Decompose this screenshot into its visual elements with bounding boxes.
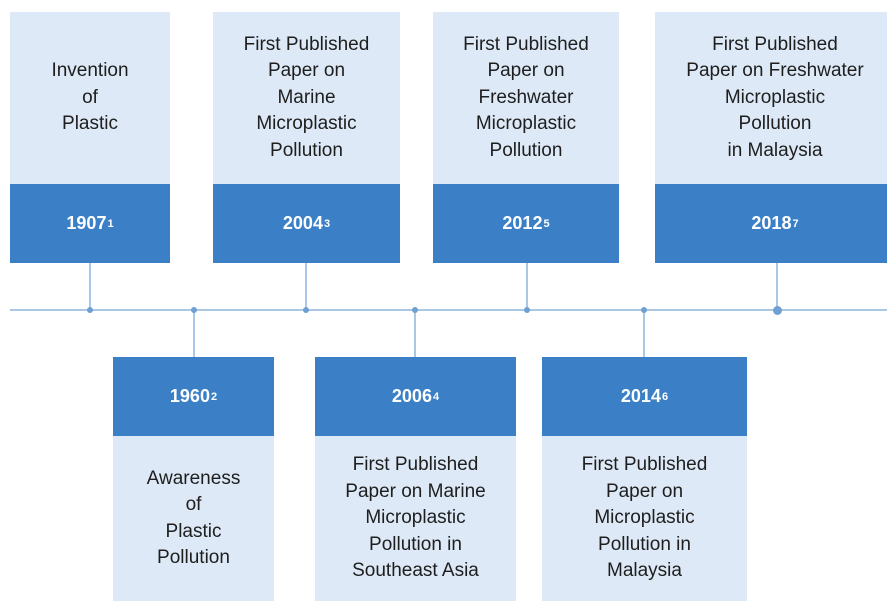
year-text: 2004 — [282, 213, 323, 233]
event-description: First Published Paper on Freshwater Micropl… — [433, 12, 619, 184]
description-line: Malaysia — [607, 560, 682, 582]
description-line: Pollution — [738, 113, 812, 135]
year-text: 2018 — [751, 213, 792, 233]
description-line: Southeast Asia — [352, 560, 479, 582]
description-line: First Published — [243, 33, 370, 55]
description-line: Paper on — [267, 60, 346, 82]
description-line: Microplastic — [475, 113, 577, 135]
year-text: 1907 — [66, 213, 107, 233]
connector — [643, 310, 645, 357]
event-year: 2018 7 — [655, 184, 887, 263]
description-line: of — [185, 494, 202, 515]
year-text: 2006 — [391, 386, 432, 406]
year-text: 2014 — [620, 386, 661, 406]
description-line: Plastic — [165, 520, 222, 542]
description-line: Paper on — [487, 60, 565, 82]
event-year: 1907 1 — [10, 184, 170, 263]
event-description: Awareness of Plastic Pollution — [113, 436, 274, 601]
year-text: 2012 — [502, 213, 543, 233]
reference-number: 3 — [323, 217, 331, 230]
event-description: Invention of Plastic — [10, 12, 170, 184]
timeline-dot — [524, 307, 530, 313]
description-line: Pollution — [489, 139, 563, 161]
description-line: Pollution in — [598, 533, 691, 555]
event-year: 2006 4 — [315, 357, 516, 436]
connector — [526, 263, 528, 310]
reference-number: 5 — [543, 217, 550, 230]
reference-number: 2 — [210, 390, 218, 403]
description-line: in Malaysia — [727, 139, 823, 161]
description-line: Microplastic — [594, 507, 695, 529]
event-description: First Published Paper on Marine Microplasti… — [213, 12, 400, 184]
description-line: Plastic — [62, 113, 118, 135]
description-line: Freshwater — [478, 86, 574, 108]
description-line: Awareness — [146, 467, 241, 489]
description-line: Pollution in — [369, 533, 462, 555]
event-description: First Published Paper on Freshwater Microp… — [655, 12, 887, 184]
description-line: First Published — [581, 454, 708, 476]
description-line: Invention — [51, 60, 129, 82]
description-line: Marine — [277, 86, 336, 108]
timeline-axis — [10, 309, 887, 311]
event-description: First Published Paper on Microplastic Pollu… — [542, 436, 747, 601]
connector — [414, 310, 416, 357]
description-line: Pollution — [270, 139, 343, 161]
description-line: of — [82, 86, 98, 108]
timeline-dot — [641, 307, 647, 313]
description-line: Paper on Freshwater — [686, 60, 864, 82]
timeline-dot — [412, 307, 418, 313]
description-line: First Published — [352, 454, 479, 476]
description-line: Microplastic — [724, 86, 826, 108]
connector — [776, 263, 778, 310]
timeline-dot — [772, 305, 782, 315]
reference-number: 6 — [661, 390, 669, 403]
timeline-dot — [191, 307, 197, 313]
reference-number: 4 — [432, 390, 440, 403]
description-line: Pollution — [157, 547, 230, 568]
event-year: 1960 2 — [113, 357, 274, 436]
timeline-dot — [87, 307, 93, 313]
reference-number: 1 — [107, 217, 114, 230]
year-text: 1960 — [169, 386, 210, 406]
event-description: First Published Paper on Marine Microplast… — [315, 436, 516, 601]
event-year: 2004 3 — [213, 184, 400, 263]
event-year: 2012 5 — [433, 184, 619, 263]
description-line: Microplastic — [256, 113, 357, 135]
timeline-dot — [303, 307, 309, 313]
connector — [89, 263, 91, 310]
description-line: Paper on Marine — [345, 480, 486, 502]
description-line: Microplastic — [365, 507, 466, 529]
description-line: First Published — [712, 33, 838, 55]
description-line: First Published — [463, 33, 589, 55]
event-year: 2014 6 — [542, 357, 747, 436]
connector — [193, 310, 195, 357]
reference-number: 7 — [792, 217, 799, 230]
connector — [305, 263, 307, 310]
description-line: Paper on — [605, 480, 684, 502]
